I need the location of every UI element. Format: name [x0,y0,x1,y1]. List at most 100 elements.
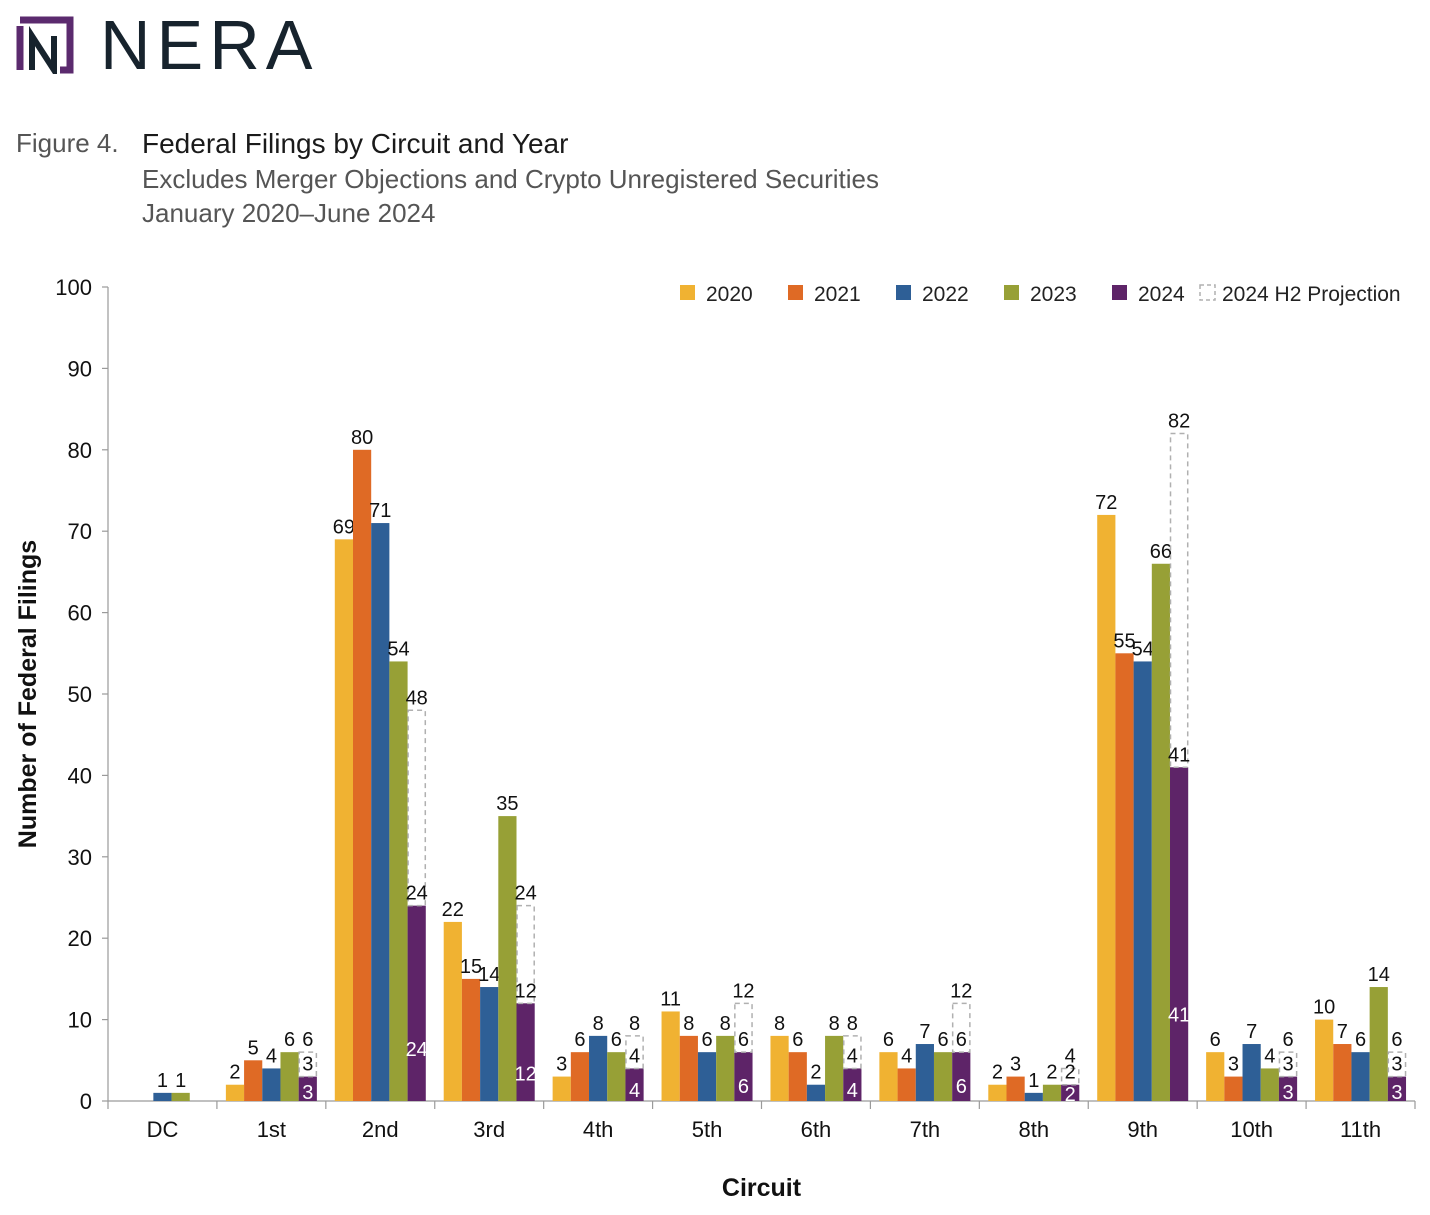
data-label-2021: 55 [1113,630,1135,652]
data-label-2023: 8 [720,1013,731,1035]
bar-2020 [770,1035,789,1101]
data-label-projection: 12 [732,980,754,1002]
bar-2021 [1224,1076,1243,1101]
legend-label-2020: 2020 [706,283,753,306]
data-label-2024: 6 [956,1029,967,1051]
figure-subtitle-period: January 2020–June 2024 [142,198,436,228]
bar-2022 [371,523,390,1101]
bar-2020 [552,1076,571,1101]
bar-2024 [734,1052,753,1101]
y-tick-label: 90 [68,356,92,381]
data-label-2024: 6 [738,1029,749,1051]
data-label-2023: 6 [611,1029,622,1051]
data-label-2021: 80 [351,427,373,449]
x-axis-title: Circuit [722,1174,802,1202]
data-label-2020: 69 [333,516,355,538]
bar-2020 [1206,1052,1225,1101]
figure-subtitle-exclusions: Excludes Merger Objections and Crypto Un… [142,164,880,194]
data-label-projection: 4 [1065,1045,1076,1067]
bar-2021 [352,449,372,1101]
legend-swatch-2022 [896,285,911,300]
data-label-2022: 6 [701,1029,712,1051]
bar-2023 [1042,1084,1062,1101]
data-label-projection: 48 [406,687,428,709]
legend-swatch-projection [1199,284,1216,301]
data-label-2020: 8 [774,1013,785,1035]
bar-2024 [298,1076,317,1101]
y-tick-label: 50 [68,682,92,707]
data-label-2022: 4 [266,1045,277,1067]
data-label-2023: 35 [496,793,518,815]
data-label-2024: 3 [1391,1054,1402,1076]
data-label-2024-inside: 6 [738,1076,749,1098]
bar-2023 [1369,987,1388,1101]
data-label-2022: 7 [919,1021,930,1043]
data-label-2022: 1 [157,1070,168,1092]
nera-logo: NERA [16,10,318,81]
bar-projection [625,1035,644,1070]
bar-2023 [825,1035,844,1101]
bar-2020 [879,1052,898,1101]
bar-2023 [280,1052,299,1101]
data-label-2024: 41 [1168,744,1190,766]
data-label-2020: 72 [1095,492,1117,514]
data-label-2023: 1 [175,1070,186,1092]
bar-2023 [1151,563,1171,1101]
bar-2021 [244,1060,263,1101]
bar-2021 [788,1052,807,1101]
bar-projection [1387,1051,1407,1078]
bar-2023 [607,1052,626,1101]
data-label-projection: 6 [1282,1029,1293,1051]
x-tick-label: 5th [692,1117,723,1142]
bar-2023 [716,1035,735,1101]
data-label-2021: 3 [1228,1054,1239,1076]
legend-swatch-2020 [680,285,695,300]
data-label-2024: 12 [514,980,536,1002]
y-tick-label: 80 [68,438,92,463]
data-label-2024-inside: 4 [847,1080,858,1102]
data-label-2024-inside: 6 [956,1076,967,1098]
data-label-2021: 7 [1337,1021,1348,1043]
bar-2024 [407,905,426,1101]
data-label-2021: 4 [901,1045,912,1067]
bar-2021 [1333,1044,1352,1101]
data-label-projection: 24 [514,883,536,905]
data-label-2022: 2 [810,1062,821,1084]
bar-2024 [843,1068,862,1101]
bar-2022 [1133,661,1152,1101]
y-tick-label: 70 [68,519,92,544]
y-tick-label: 0 [80,1089,92,1114]
data-label-2024-inside: 24 [406,1039,428,1061]
data-label-2023: 6 [284,1029,295,1051]
data-label-2024-inside: 2 [1065,1084,1076,1106]
bar-2023 [1260,1068,1279,1101]
data-label-2021: 5 [248,1037,259,1059]
legend-label-2024: 2024 [1138,283,1185,306]
legend-label-2021: 2021 [814,283,861,306]
data-label-projection: 6 [302,1029,313,1051]
data-label-2024: 4 [629,1045,640,1067]
bar-2024 [625,1068,644,1101]
data-label-2024: 24 [406,883,428,905]
y-tick-label: 30 [68,845,92,870]
bar-2024 [1061,1084,1080,1101]
figure-label: Figure 4. [16,128,119,158]
bar-projection [951,1002,971,1053]
data-label-2024-inside: 41 [1168,1005,1190,1027]
bar-2022 [697,1052,717,1101]
data-label-projection: 82 [1168,411,1190,433]
data-label-2020: 22 [442,899,464,921]
bar-2021 [1006,1076,1025,1101]
data-label-2020: 11 [660,988,681,1010]
y-tick-label: 40 [68,763,92,788]
bar-2023 [171,1092,190,1101]
data-label-projection: 12 [950,980,972,1002]
legend-swatch-2023 [1004,285,1019,300]
x-tick-label: 11th [1340,1117,1381,1142]
bar-projection [407,709,427,907]
data-label-2022: 14 [478,964,500,986]
data-label-2020: 2 [229,1062,240,1084]
data-label-2020: 3 [556,1054,567,1076]
x-tick-label: 4th [583,1117,614,1142]
data-label-2024-inside: 12 [514,1064,536,1086]
